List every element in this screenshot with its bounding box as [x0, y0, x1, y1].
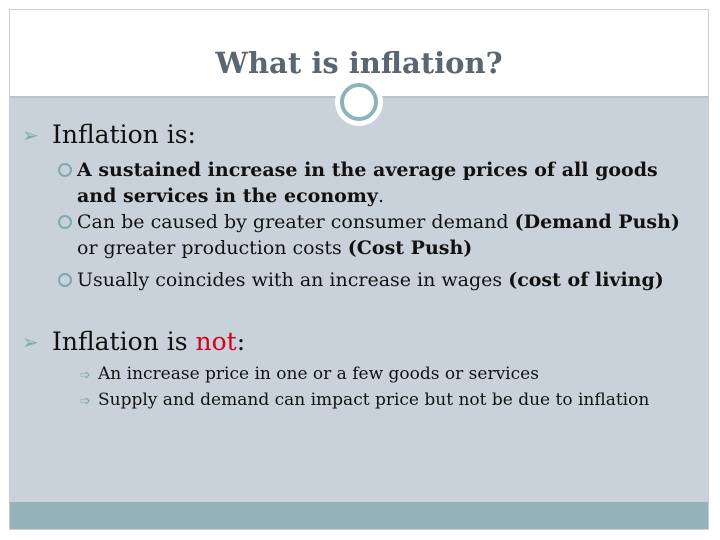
section2-heading-post: : [236, 327, 246, 356]
subbullet-1: ➩ An increase price in one or a few goods… [80, 361, 539, 389]
content-panel [10, 96, 708, 502]
bullet-1-bold: A sustained increase in the average pric… [77, 159, 658, 207]
section2-heading-row: ➢ Inflation is not: [22, 327, 245, 356]
slide-frame [9, 9, 709, 530]
footer-bar [10, 502, 708, 529]
ring-bullet-icon [58, 273, 72, 287]
ring-bullet-icon [58, 163, 72, 177]
section2-heading-pre: Inflation is [52, 327, 196, 356]
subbullet-2-text: Supply and demand can impact price but n… [98, 390, 650, 410]
ring-bullet-icon [58, 215, 72, 229]
arrow-bullet-icon: ➩ [80, 368, 91, 383]
circle-ring-icon [340, 83, 378, 121]
section1-heading-row: ➢ Inflation is: [22, 120, 196, 149]
arrow-bullet-icon: ➩ [80, 394, 91, 409]
subbullet-2: ➩ Supply and demand can impact price but … [80, 387, 649, 415]
section1-heading: Inflation is: [52, 120, 196, 149]
bullet-2-text: Can be caused by greater consumer demand [77, 211, 515, 233]
bullet-2-bold1: (Demand Push) [514, 211, 680, 233]
slide-title: What is inflation? [215, 46, 503, 80]
section2-heading-emphasis: not [195, 327, 237, 356]
subbullet-1-text: An increase price in one or a few goods … [98, 364, 539, 384]
pointer-arrow-icon: ➢ [22, 329, 39, 354]
bullet-2-bold2: (Cost Push) [347, 237, 473, 259]
bullet-2-text2: or greater production costs [77, 237, 348, 259]
bullet-1-rest: . [377, 185, 384, 207]
pointer-arrow-icon: ➢ [22, 122, 39, 147]
bullet-3-text: Usually coincides with an increase in wa… [77, 269, 509, 291]
bullet-3-bold: (cost of living) [508, 269, 664, 291]
